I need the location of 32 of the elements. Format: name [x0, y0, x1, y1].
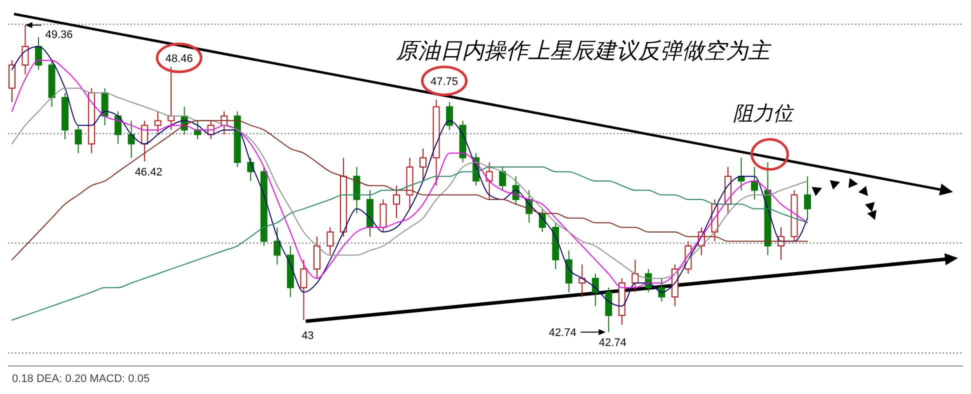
candlestick: [380, 199, 387, 232]
candlestick: [446, 102, 454, 130]
candlestick: [326, 226, 334, 256]
candlestick: [804, 176, 812, 219]
text: 原油日内操作上星辰建议反弹做空为主: [396, 39, 772, 64]
candlestick: [35, 36, 42, 70]
annotation: 47.75: [430, 76, 458, 88]
candlestick: [565, 250, 572, 293]
candlestick: [154, 110, 162, 136]
annotation: 43: [302, 330, 314, 342]
candlestick: [658, 278, 666, 302]
candlestick: [592, 273, 599, 307]
candlestick: [605, 287, 612, 333]
candlestick: [300, 259, 308, 321]
candlestick: [274, 226, 281, 265]
candlestick: [353, 166, 360, 214]
candlestick: [499, 166, 506, 191]
text: 0.18 DEA: 0.20 MACD: 0.05: [12, 373, 150, 385]
annotation: 42.74: [598, 337, 626, 350]
annotation: 48.46: [165, 52, 193, 65]
candlestick: [313, 236, 320, 279]
annotation: 46.42: [134, 166, 162, 178]
candlestick: [420, 148, 427, 182]
annotation: 42.74: [548, 327, 576, 340]
candlestick: [74, 124, 82, 154]
candlestick: [141, 120, 148, 162]
candlestick: [114, 110, 122, 144]
annotation: 49.36: [45, 29, 73, 42]
candlestick: [128, 120, 135, 158]
candlestick: [486, 162, 493, 200]
annotation: 阻力位: [733, 101, 794, 125]
candlestick: [393, 185, 400, 219]
